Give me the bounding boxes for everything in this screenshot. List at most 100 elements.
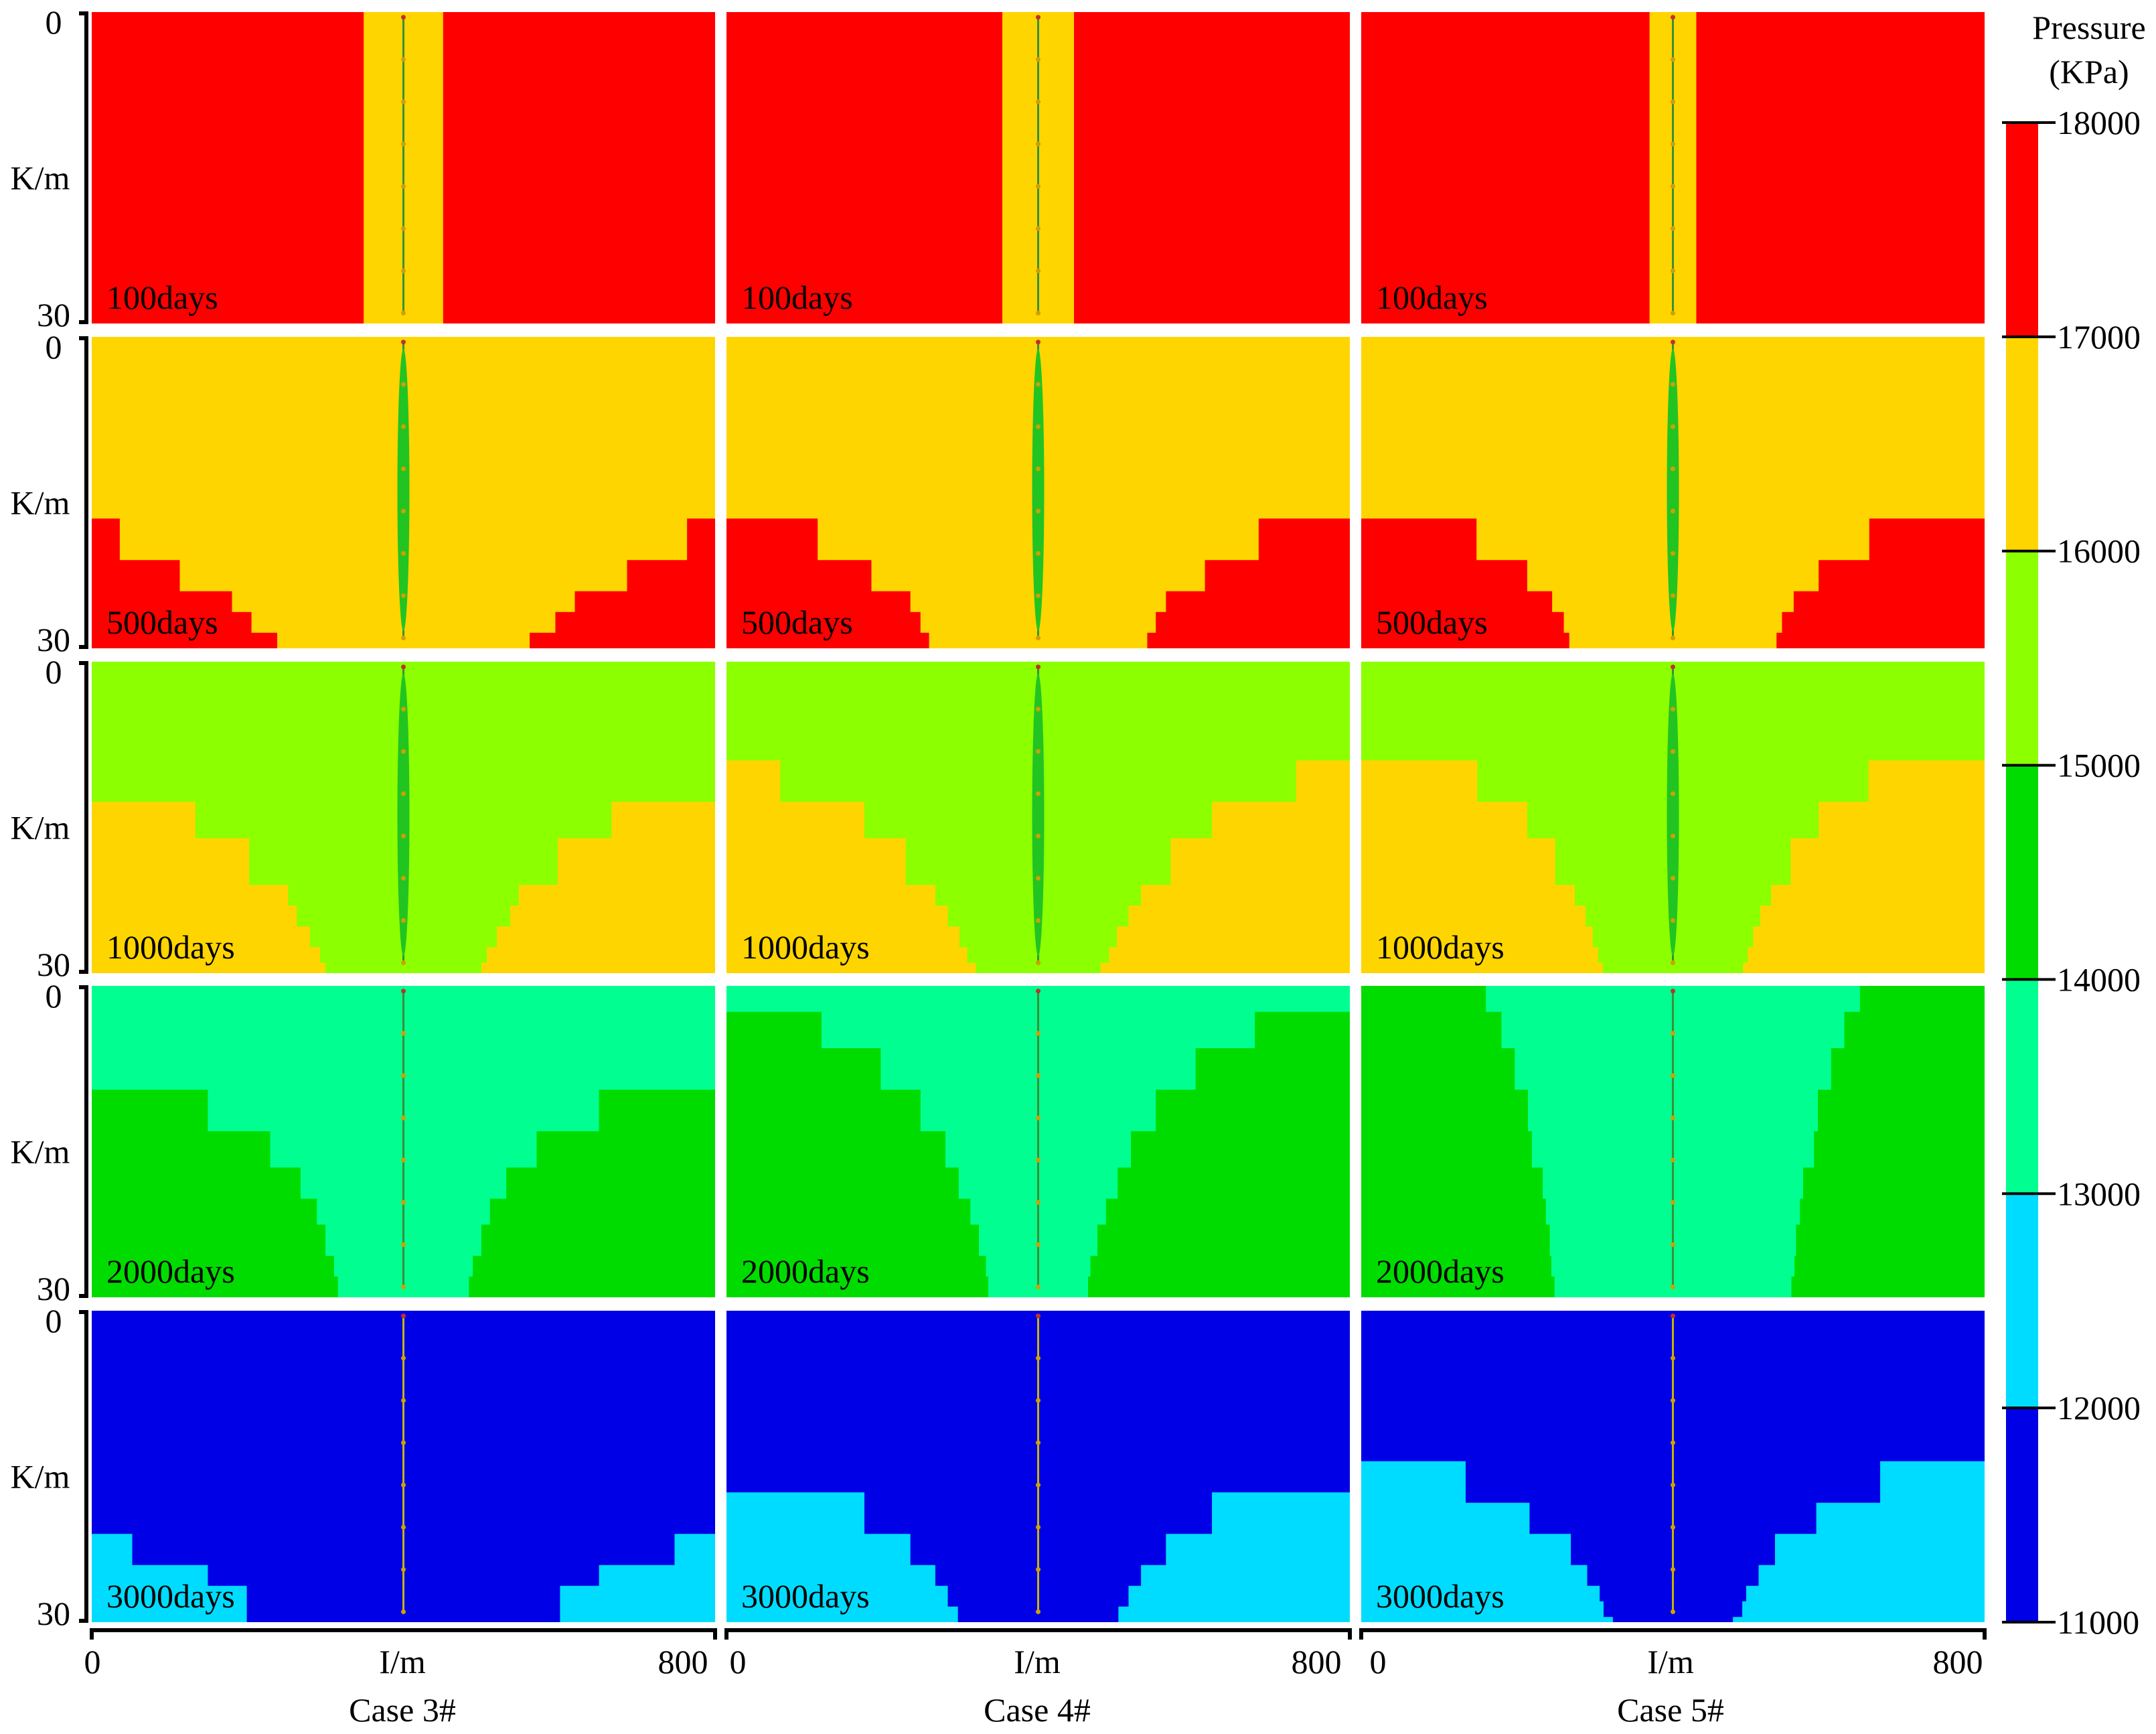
y-tick-label-0: 0: [46, 977, 62, 1015]
well-node: [1036, 1200, 1041, 1205]
well-node: [1671, 707, 1675, 712]
colorbar-band: [2006, 765, 2038, 980]
panel-case3-2000days: 2000days: [92, 986, 715, 1297]
well-node: [1671, 960, 1675, 965]
well-node: [1036, 340, 1041, 345]
y-tick-label-30: 30: [37, 296, 70, 334]
y-axis-bracket: [79, 11, 88, 324]
well-node: [401, 141, 406, 147]
well-node: [401, 1242, 406, 1247]
pressure-region-left: [92, 1534, 279, 1622]
well-node: [1671, 1524, 1675, 1530]
colorbar-band: [2006, 551, 2038, 766]
well-node: [1036, 918, 1041, 923]
well-node: [1671, 424, 1675, 429]
well-node: [401, 1073, 406, 1078]
x-tick-label-0-case4: 0: [730, 1643, 747, 1680]
well-node: [401, 833, 406, 839]
pressure-region-right: [1139, 518, 1350, 648]
well-node: [1036, 1524, 1041, 1530]
well-node: [401, 1482, 406, 1488]
well-drainage-zone: [1667, 348, 1679, 632]
time-label: 500days: [106, 603, 218, 641]
x-axis-bracket-case5: [1359, 1628, 1987, 1640]
well-node: [1671, 1031, 1675, 1036]
colorbar-tick-label: 18000: [2057, 104, 2141, 141]
well-node: [401, 1157, 406, 1163]
panel-case5-3000days: 3000days: [1361, 1311, 1985, 1622]
well-node: [1671, 311, 1675, 315]
well-node: [1036, 1031, 1041, 1036]
well-drainage-zone: [1032, 673, 1045, 956]
time-label: 3000days: [741, 1577, 870, 1615]
well-node: [401, 749, 406, 754]
well-node: [401, 791, 406, 796]
panel-case4-500days: 500days: [726, 337, 1350, 648]
time-label: 100days: [106, 279, 218, 316]
panels-layer: 100days 500days 1000days 2000days 3000days 10…: [92, 12, 1985, 1622]
well-node: [1671, 1567, 1675, 1572]
y-tick-label-0: 0: [46, 653, 62, 691]
well-node: [1671, 833, 1675, 839]
well-node: [1036, 1440, 1041, 1445]
well-drainage-zone: [1032, 348, 1045, 632]
y-axis-label: K/m: [11, 159, 70, 197]
colorbar: Pressure (KPa) 18000 17000 16000 15000 14000…: [2002, 9, 2146, 1641]
pressure-region-left: [92, 1090, 345, 1297]
panel-case5-100days: 100days: [1361, 12, 1985, 323]
well-node: [1671, 749, 1675, 754]
y-axis-row-5: 0 30 K/m: [11, 1302, 88, 1632]
well-node: [1036, 382, 1041, 387]
colorbar-title-line1: Pressure: [2032, 9, 2145, 46]
well-node: [1671, 1398, 1675, 1403]
x-tick-label-800-case5: 800: [1933, 1643, 1983, 1680]
well-node: [1671, 989, 1675, 994]
well-node: [401, 508, 406, 514]
case-label-case4: Case 4#: [984, 1691, 1091, 1729]
pressure-region-left: [1361, 518, 1577, 648]
pressure-region-right: [527, 518, 715, 648]
x-axis-label-case4: I/m: [1014, 1643, 1061, 1680]
y-axis-label: K/m: [11, 484, 70, 522]
pressure-region-right: [473, 802, 715, 973]
pressure-region-left: [1361, 12, 1663, 323]
x-tick-label-0-case3: 0: [84, 1643, 101, 1680]
y-tick-label-30: 30: [37, 1595, 70, 1632]
well-node: [1036, 551, 1041, 556]
panel-case3-1000days: 1000days: [92, 662, 715, 973]
well-node: [1036, 1482, 1041, 1488]
well-node: [1671, 15, 1675, 20]
well-node: [1036, 1398, 1041, 1403]
pressure-region-right: [461, 1090, 715, 1297]
x-tick-label-800-case4: 800: [1292, 1643, 1342, 1680]
x-tick-label-800-case3: 800: [658, 1643, 708, 1680]
well-node: [1671, 636, 1675, 640]
pressure-region-right: [1049, 12, 1350, 323]
well-node: [1671, 918, 1675, 923]
pressure-region-left: [92, 802, 334, 973]
well-node: [1036, 1242, 1041, 1247]
well-node: [1036, 636, 1041, 640]
colorbar-tick-label: 15000: [2057, 747, 2141, 784]
well-node: [401, 1200, 406, 1205]
y-axis-label: K/m: [11, 1133, 70, 1171]
well-node: [1036, 707, 1041, 712]
panel-case4-1000days: 1000days: [726, 662, 1350, 973]
well-node: [401, 268, 406, 273]
colorbar-tick-label: 14000: [2057, 960, 2141, 998]
well-node: [1036, 1609, 1041, 1614]
well-node: [1671, 551, 1675, 556]
y-tick-label-0: 0: [46, 1302, 62, 1340]
well-node: [401, 918, 406, 923]
well-node: [401, 99, 406, 104]
panel-case4-2000days: 2000days: [726, 986, 1350, 1297]
colorbar-tick-label: 11000: [2057, 1603, 2139, 1641]
well-drainage-zone: [397, 673, 410, 956]
time-label: 500days: [1376, 603, 1488, 641]
well-node: [1036, 141, 1041, 147]
colorbar-tick-label: 16000: [2057, 532, 2141, 570]
y-tick-label-0: 0: [46, 3, 62, 41]
well-node: [1036, 1356, 1041, 1361]
